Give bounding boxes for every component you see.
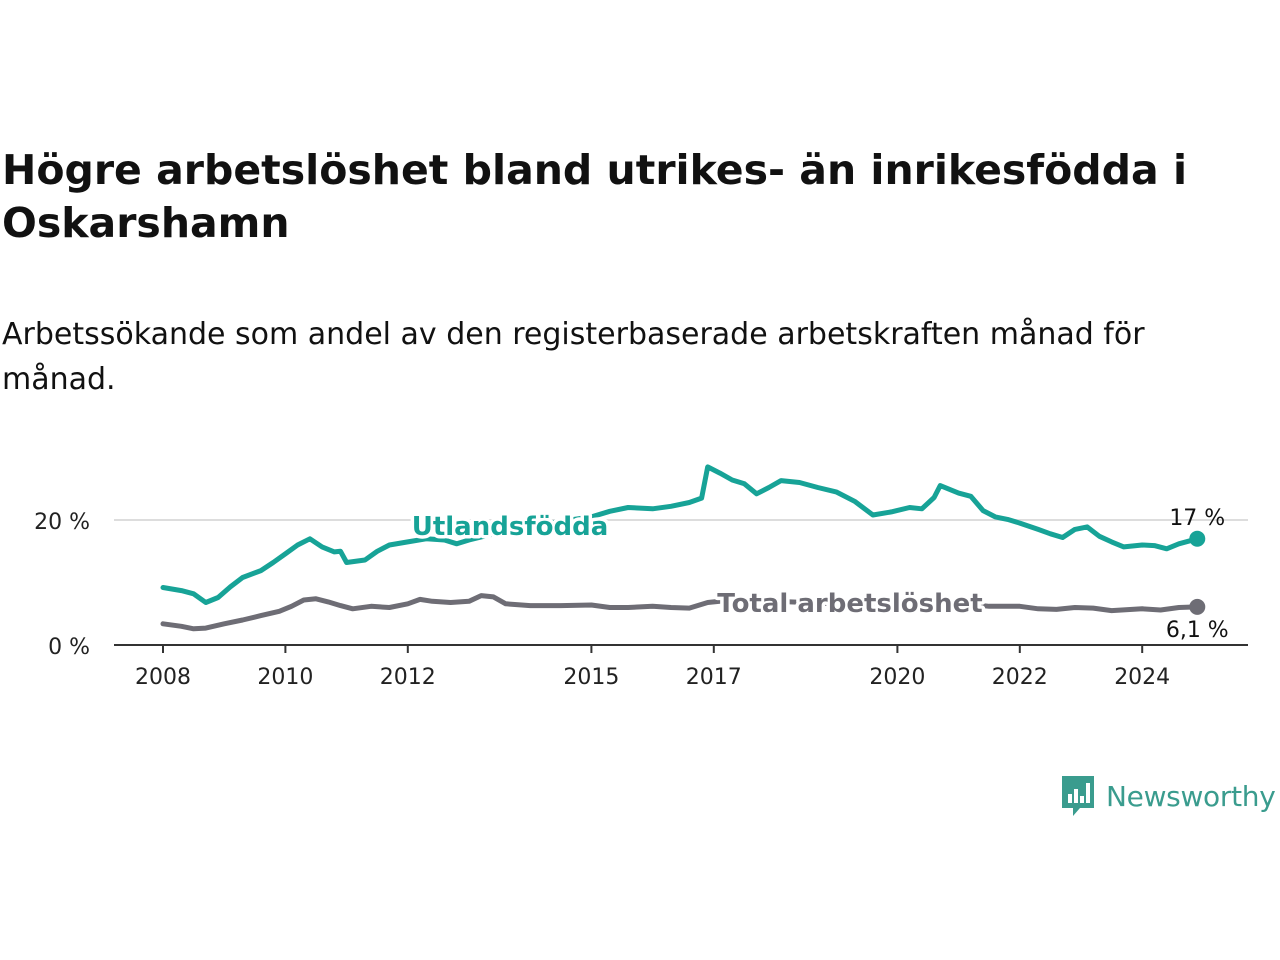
x-tick-label: 2020 <box>869 665 925 690</box>
series-end-label: 6,1 % <box>1166 618 1229 643</box>
x-tick-label: 2012 <box>380 665 436 690</box>
newsworthy-logo-icon <box>1062 776 1094 816</box>
brand-name: Newsworthy <box>1106 779 1276 813</box>
series-end-point <box>1189 598 1206 615</box>
series-label-halo: Utlandsfödda <box>412 512 609 542</box>
x-tick-label: 2008 <box>135 665 191 690</box>
series-label: Utlandsfödda <box>412 512 609 542</box>
series-line <box>160 464 1200 605</box>
line-chart: 0 %20 %2008 2010 2012 2015 2017 2020 2022 2024 … <box>34 464 1248 690</box>
series-end-point <box>1189 530 1206 547</box>
y-tick-label: 0 % <box>48 635 90 660</box>
series-line <box>160 593 1200 632</box>
chart-title: Högre arbetslöshet bland utrikes- än inr… <box>2 146 1187 247</box>
brand-logo: Newsworthy <box>1060 774 1276 818</box>
x-tick-label: 2024 <box>1114 665 1170 690</box>
x-tick-label: 2010 <box>257 665 313 690</box>
y-tick-label: 20 % <box>34 510 90 535</box>
x-tick-label: 2015 <box>563 665 619 690</box>
series-label-halo: Total arbetslöshet <box>717 589 982 619</box>
series-end-label: 17 % <box>1169 506 1225 531</box>
chart-subtitle: Arbetssökande som andel av den registerb… <box>2 317 1145 397</box>
x-tick-label: 2017 <box>686 665 742 690</box>
x-tick-label: 2022 <box>992 665 1048 690</box>
series-label: Total arbetslöshet <box>717 589 982 619</box>
